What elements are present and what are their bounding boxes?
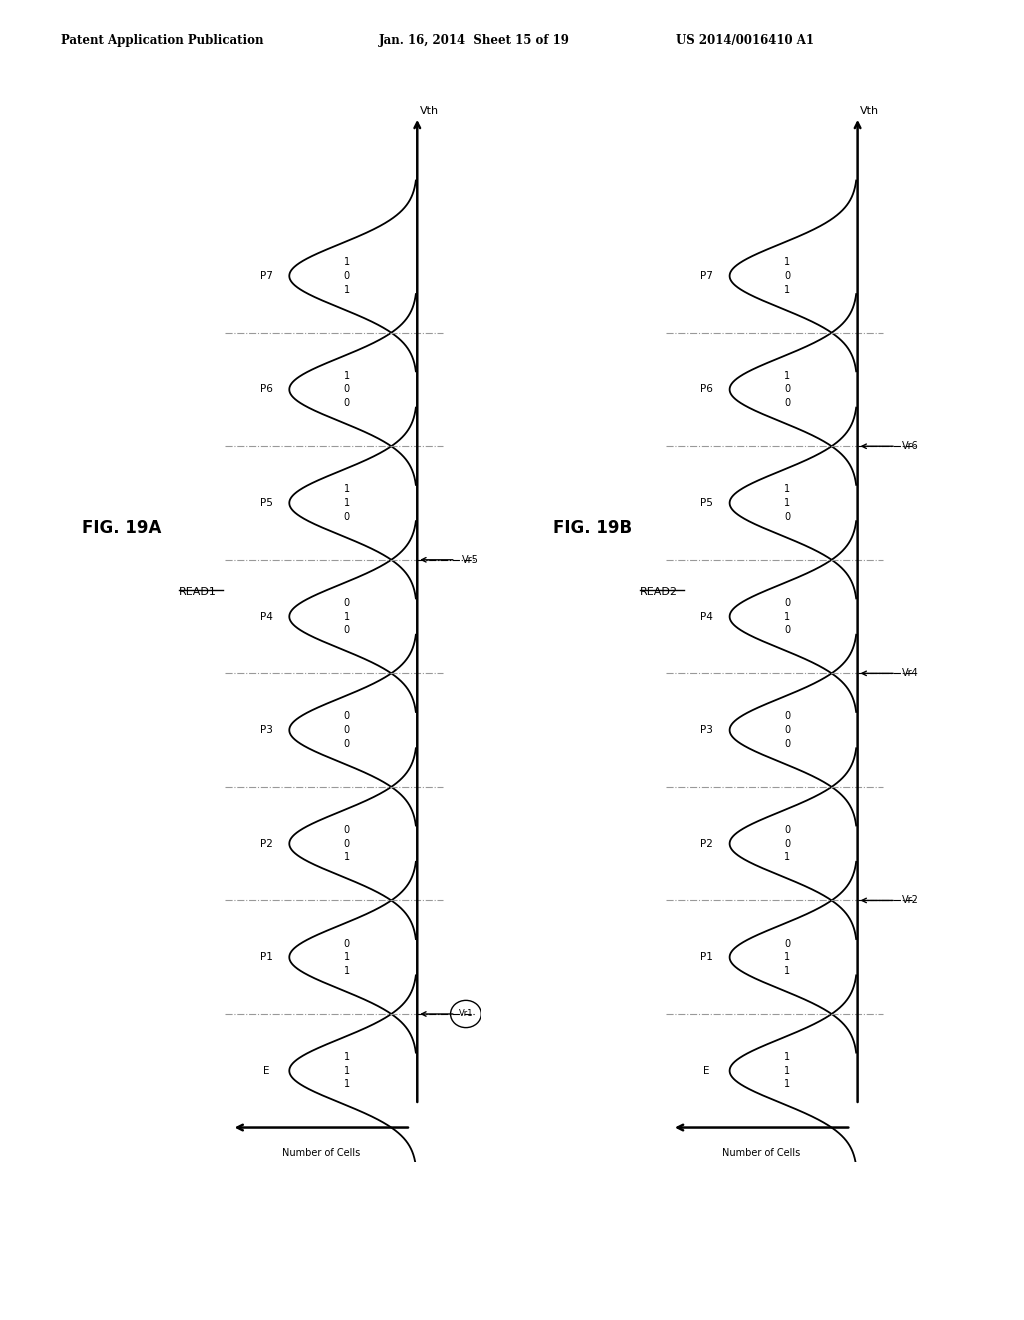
Text: 1: 1 bbox=[344, 1052, 350, 1063]
Text: 1: 1 bbox=[784, 371, 791, 381]
Text: 0: 0 bbox=[344, 598, 350, 609]
Text: Vr1: Vr1 bbox=[459, 1010, 473, 1019]
Text: Vth: Vth bbox=[420, 107, 439, 116]
Text: 0: 0 bbox=[344, 512, 350, 521]
Text: E: E bbox=[703, 1065, 710, 1076]
Text: Patent Application Publication: Patent Application Publication bbox=[61, 34, 264, 48]
Text: P3: P3 bbox=[700, 725, 713, 735]
Text: 1: 1 bbox=[344, 371, 350, 381]
Text: 0: 0 bbox=[344, 939, 350, 949]
Text: US 2014/0016410 A1: US 2014/0016410 A1 bbox=[676, 34, 814, 48]
Text: 1: 1 bbox=[344, 853, 350, 862]
Text: Vr4: Vr4 bbox=[902, 668, 920, 678]
Text: 0: 0 bbox=[784, 384, 791, 395]
Text: 0: 0 bbox=[784, 725, 791, 735]
Text: 1: 1 bbox=[344, 952, 350, 962]
Text: 0: 0 bbox=[784, 512, 791, 521]
Text: P5: P5 bbox=[700, 498, 713, 508]
Text: P3: P3 bbox=[260, 725, 272, 735]
Text: 1: 1 bbox=[784, 966, 791, 975]
Text: P1: P1 bbox=[700, 952, 713, 962]
Text: P1: P1 bbox=[260, 952, 272, 962]
Text: P6: P6 bbox=[700, 384, 713, 395]
Text: Jan. 16, 2014  Sheet 15 of 19: Jan. 16, 2014 Sheet 15 of 19 bbox=[379, 34, 569, 48]
Text: 0: 0 bbox=[344, 725, 350, 735]
Text: 1: 1 bbox=[344, 966, 350, 975]
Text: 0: 0 bbox=[784, 825, 791, 836]
Text: 0: 0 bbox=[344, 838, 350, 849]
Text: 1: 1 bbox=[784, 1080, 791, 1089]
Text: 0: 0 bbox=[344, 384, 350, 395]
Text: 1: 1 bbox=[344, 611, 350, 622]
Text: 1: 1 bbox=[784, 853, 791, 862]
Text: 1: 1 bbox=[784, 285, 791, 294]
Text: 0: 0 bbox=[344, 739, 350, 748]
Text: Number of Cells: Number of Cells bbox=[723, 1147, 801, 1158]
Text: Vr2: Vr2 bbox=[902, 895, 920, 906]
Text: 0: 0 bbox=[784, 399, 791, 408]
Text: 0: 0 bbox=[784, 598, 791, 609]
Text: Vth: Vth bbox=[860, 107, 880, 116]
Text: 0: 0 bbox=[344, 271, 350, 281]
Text: Number of Cells: Number of Cells bbox=[283, 1147, 360, 1158]
Text: 1: 1 bbox=[344, 484, 350, 495]
Text: P7: P7 bbox=[700, 271, 713, 281]
Text: 0: 0 bbox=[344, 626, 350, 635]
Text: 1: 1 bbox=[344, 1065, 350, 1076]
Text: P2: P2 bbox=[700, 838, 713, 849]
Text: 0: 0 bbox=[784, 711, 791, 722]
Text: 1: 1 bbox=[784, 484, 791, 495]
Text: 0: 0 bbox=[784, 939, 791, 949]
Text: 1: 1 bbox=[344, 498, 350, 508]
Text: 0: 0 bbox=[784, 271, 791, 281]
Text: 0: 0 bbox=[784, 626, 791, 635]
Text: Vr5: Vr5 bbox=[462, 554, 479, 565]
Text: 1: 1 bbox=[784, 1052, 791, 1063]
Text: P4: P4 bbox=[700, 611, 713, 622]
Text: 0: 0 bbox=[784, 838, 791, 849]
Text: E: E bbox=[263, 1065, 269, 1076]
Text: P6: P6 bbox=[260, 384, 272, 395]
Text: 1: 1 bbox=[344, 285, 350, 294]
Text: READ2: READ2 bbox=[640, 587, 678, 598]
Text: 1: 1 bbox=[784, 498, 791, 508]
Text: 1: 1 bbox=[784, 952, 791, 962]
Text: 0: 0 bbox=[784, 739, 791, 748]
Text: 1: 1 bbox=[784, 1065, 791, 1076]
Text: Vr6: Vr6 bbox=[902, 441, 920, 451]
Text: P2: P2 bbox=[260, 838, 272, 849]
Text: 0: 0 bbox=[344, 825, 350, 836]
Text: P7: P7 bbox=[260, 271, 272, 281]
Text: FIG. 19B: FIG. 19B bbox=[553, 519, 632, 537]
Text: 1: 1 bbox=[344, 1080, 350, 1089]
Text: P5: P5 bbox=[260, 498, 272, 508]
Text: 1: 1 bbox=[784, 257, 791, 267]
Text: 1: 1 bbox=[344, 257, 350, 267]
Text: P4: P4 bbox=[260, 611, 272, 622]
Text: FIG. 19A: FIG. 19A bbox=[82, 519, 162, 537]
Text: READ1: READ1 bbox=[179, 587, 217, 598]
Text: 1: 1 bbox=[784, 611, 791, 622]
Text: 0: 0 bbox=[344, 711, 350, 722]
Text: 0: 0 bbox=[344, 399, 350, 408]
